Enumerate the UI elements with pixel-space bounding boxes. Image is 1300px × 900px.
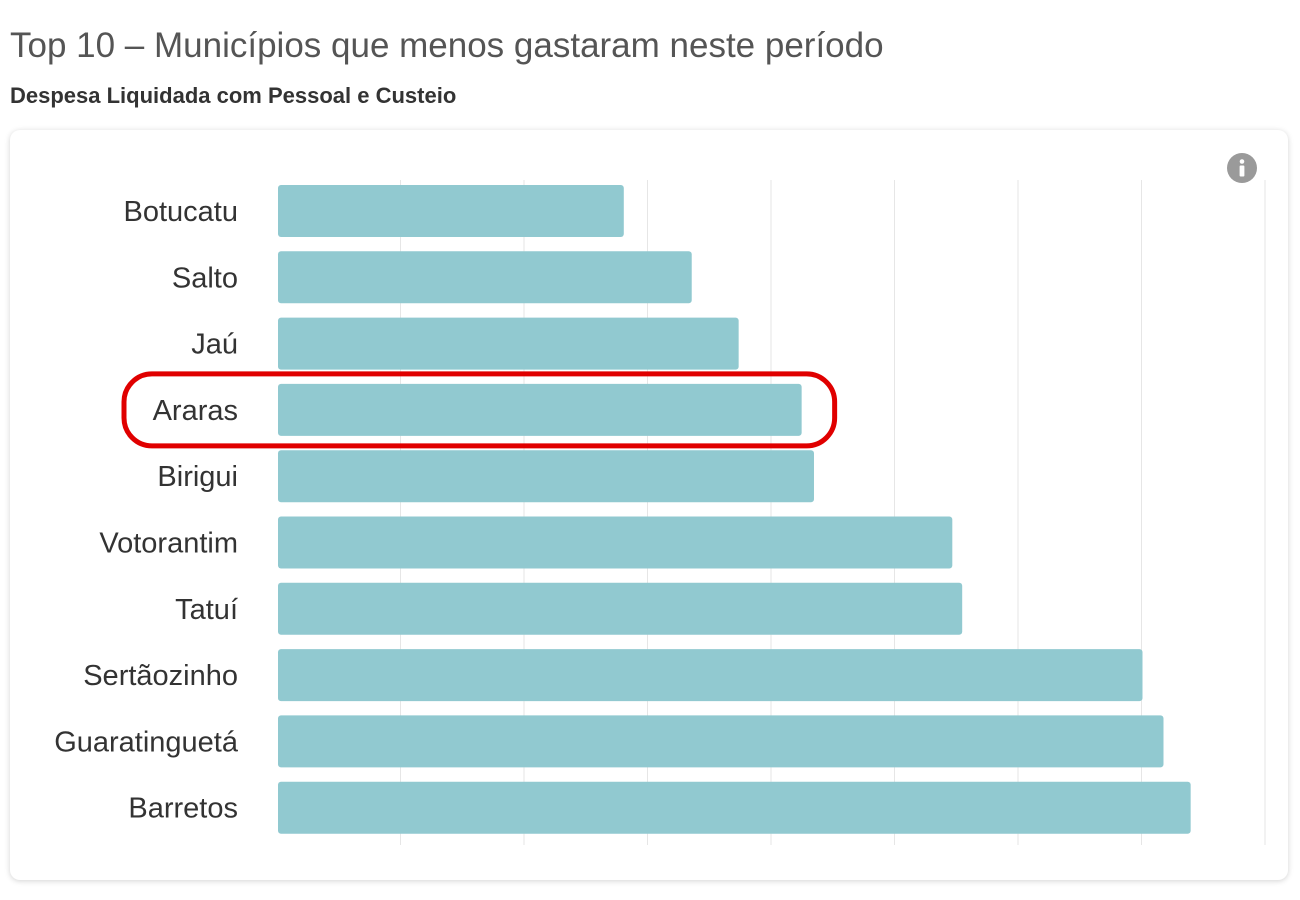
- bar-votorantim[interactable]: [278, 516, 953, 569]
- highlight-annotation: [121, 371, 838, 449]
- bar-barretos[interactable]: [278, 781, 1191, 834]
- chart-subtitle: Despesa Liquidada com Pessoal e Custeio: [10, 83, 457, 108]
- bars: [278, 185, 1191, 834]
- category-label-votorantim: Votorantim: [99, 528, 238, 560]
- category-label-birigui: Birigui: [157, 461, 238, 493]
- category-label-guaratingueta: Guaratinguetá: [54, 726, 239, 758]
- bar-salto[interactable]: [278, 251, 692, 304]
- bar-sertaozinho[interactable]: [278, 649, 1143, 702]
- category-label-salto: Salto: [172, 262, 238, 294]
- category-labels: Botucatu Salto Jaú Araras Birigui Votorantim T…: [54, 196, 239, 825]
- category-label-tatui: Tatuí: [175, 594, 238, 626]
- bar-tatui[interactable]: [278, 582, 963, 635]
- category-label-araras: Araras: [153, 395, 238, 427]
- bar-guaratingueta[interactable]: [278, 715, 1164, 768]
- category-label-jau: Jaú: [191, 329, 238, 361]
- info-icon[interactable]: [1226, 152, 1258, 184]
- category-label-barretos: Barretos: [128, 793, 238, 825]
- highlight-outline: [121, 371, 838, 449]
- bar-araras[interactable]: [278, 383, 802, 436]
- bar-birigui[interactable]: [278, 450, 814, 503]
- category-label-botucatu: Botucatu: [124, 196, 238, 228]
- category-label-sertaozinho: Sertãozinho: [83, 660, 238, 692]
- bar-jau[interactable]: [278, 317, 739, 370]
- chart-title: Top 10 – Municípios que menos gastaram n…: [10, 26, 884, 65]
- bar-botucatu[interactable]: [278, 185, 624, 237]
